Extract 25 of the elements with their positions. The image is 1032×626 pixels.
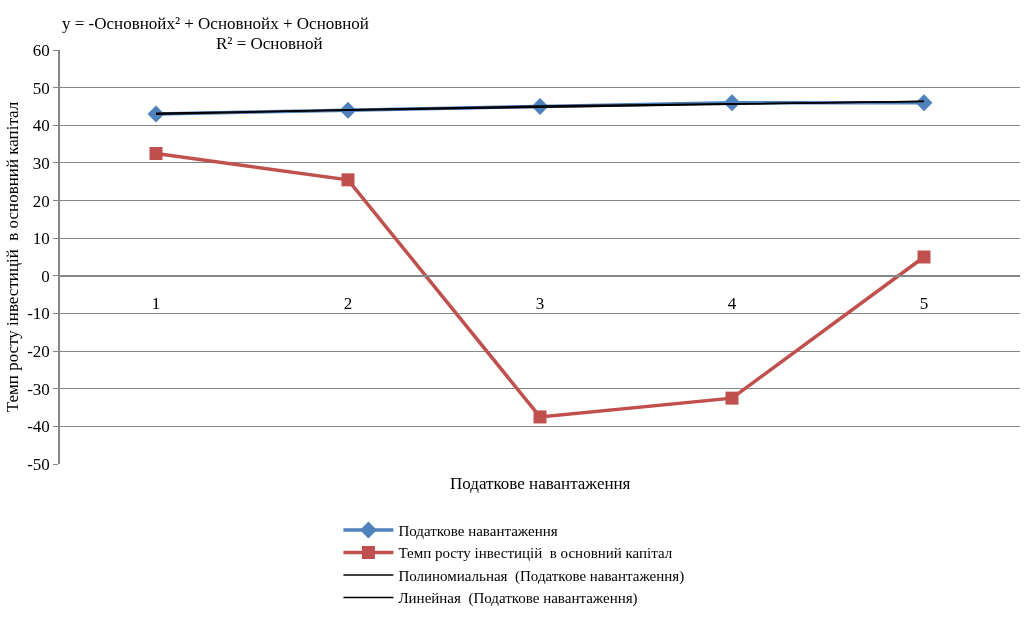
x-tick-label: 5 bbox=[919, 293, 929, 313]
legend-label: Податкове навантаження bbox=[398, 522, 558, 539]
legend-label: Полиномиальная (Податкове навантаження) bbox=[398, 567, 685, 585]
annotation: R² = Основной bbox=[216, 34, 323, 53]
y-tick-label: 10 bbox=[32, 229, 50, 249]
y-tick-label: -30 bbox=[27, 379, 50, 399]
y-tick-label: -20 bbox=[27, 342, 50, 362]
y-tick-label: -10 bbox=[27, 304, 50, 324]
x-tick-label: 4 bbox=[727, 293, 737, 313]
y-tick-label: 20 bbox=[32, 191, 50, 211]
text: y = -Основнойx² + Основнойx + Основной bbox=[62, 14, 369, 33]
legend-label: Темп росту інвестицій в основний капітал bbox=[398, 545, 673, 562]
y-tick-label: 0 bbox=[41, 266, 50, 286]
y-axis-title: Темп росту інвестицій в основний капітал bbox=[3, 101, 23, 413]
y-tick-label: -50 bbox=[27, 454, 50, 474]
y-tick-label: 30 bbox=[32, 153, 50, 173]
y-tick-label: 60 bbox=[32, 40, 50, 60]
x-tick-label: 1 bbox=[151, 293, 161, 313]
x-axis-title: Податкове навантаження bbox=[450, 474, 631, 493]
x-tick-label: 3 bbox=[535, 293, 545, 313]
y-tick-label: 40 bbox=[32, 116, 50, 136]
x-tick-label: 2 bbox=[343, 293, 353, 313]
legend-label: Линейная (Податкове навантаження) bbox=[398, 590, 638, 608]
y-tick-label: -40 bbox=[27, 417, 50, 437]
y-tick-label: 50 bbox=[32, 78, 50, 98]
